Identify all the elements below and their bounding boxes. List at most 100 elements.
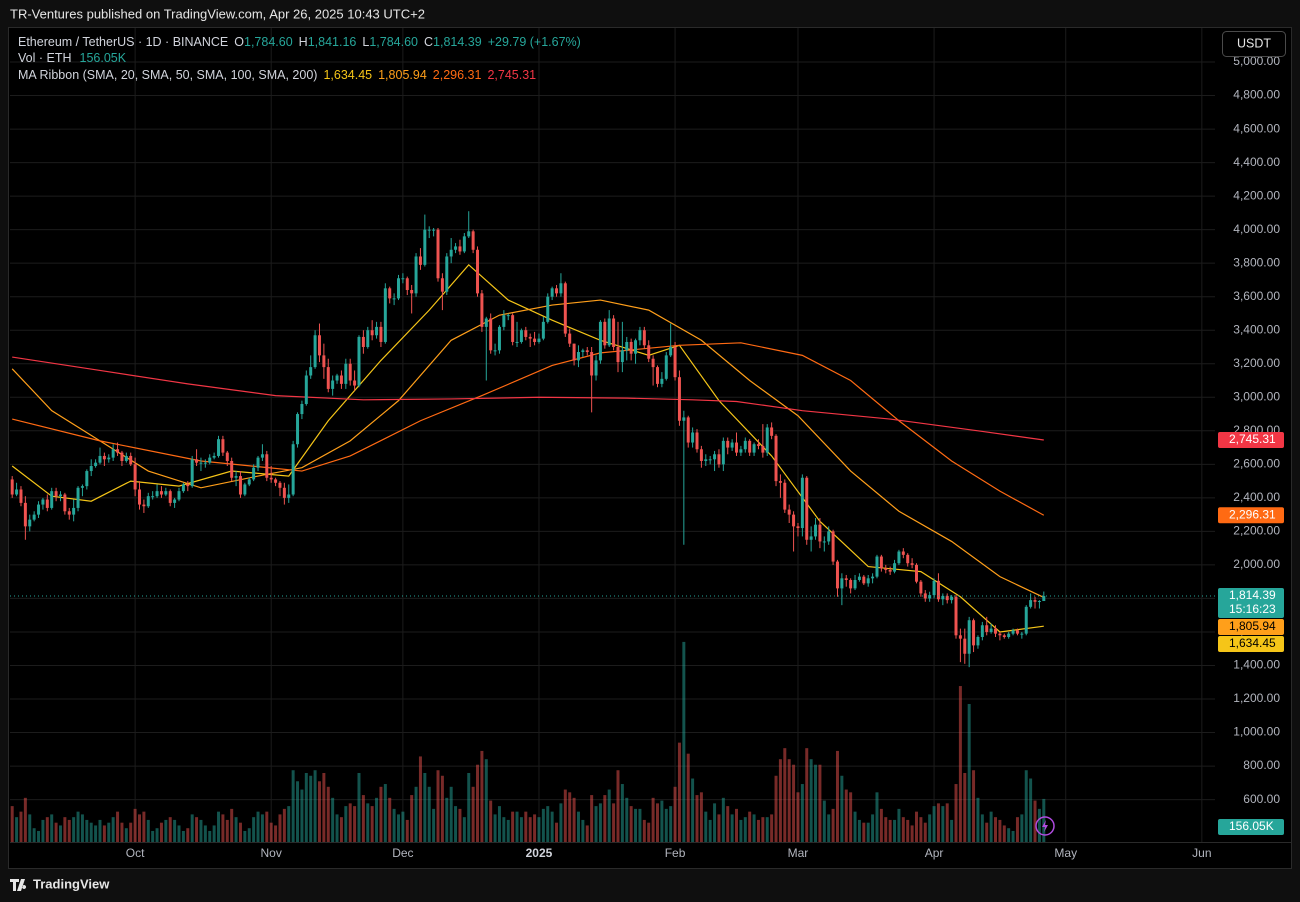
volume-bar — [919, 817, 923, 842]
volume-bar — [888, 819, 892, 842]
open-value: 1,784.60 — [244, 35, 293, 49]
candle-body — [221, 439, 225, 453]
event-bolt — [1042, 820, 1048, 832]
candle-body — [476, 249, 480, 294]
volume-bar — [151, 830, 155, 842]
candle-body — [770, 427, 774, 436]
candle-body — [550, 288, 554, 297]
volume-bar — [822, 800, 826, 842]
candle-body — [15, 489, 19, 495]
candle-body — [186, 484, 190, 487]
candle-body — [695, 432, 699, 450]
volume-bar — [300, 789, 304, 842]
candle-body — [620, 350, 624, 363]
volume-bar — [98, 819, 102, 842]
volume-bar — [866, 822, 870, 842]
candle-body — [673, 346, 677, 378]
volume-bar — [102, 825, 106, 842]
volume-bar — [629, 806, 633, 842]
candle-body — [1033, 600, 1037, 602]
volume-bar — [432, 808, 436, 842]
volume-bar — [462, 817, 466, 842]
volume-bar — [915, 811, 918, 842]
candle-body — [849, 579, 853, 589]
candle-body — [164, 491, 168, 495]
volume-bar — [221, 814, 225, 842]
volume-bar — [405, 819, 409, 842]
candle-body — [247, 479, 251, 485]
volume-bar — [427, 786, 431, 842]
ma-tag-label: 2,745.31 — [1229, 432, 1276, 446]
candle-body — [871, 576, 875, 579]
candle-body — [814, 524, 818, 537]
change: +29.79 (+1.67%) — [488, 35, 581, 49]
candle-body — [282, 487, 286, 498]
volume-bar — [484, 759, 488, 842]
candle-body — [322, 355, 326, 368]
volume-bar — [54, 822, 58, 842]
volume-bar — [835, 750, 839, 842]
currency-button[interactable] — [1222, 31, 1286, 57]
volume-bar — [449, 786, 453, 842]
volume-tag — [1218, 819, 1284, 835]
volume-bar — [1007, 828, 1011, 842]
candle-body — [629, 341, 633, 354]
volume-bar — [963, 773, 967, 842]
low-key: L — [362, 35, 369, 49]
candle-body — [418, 256, 422, 265]
volume-bar — [243, 830, 247, 842]
volume-bar — [923, 822, 927, 842]
volume-bar — [107, 822, 111, 842]
volume-bar — [664, 808, 668, 842]
candle-body — [677, 377, 681, 421]
candle-body — [410, 290, 414, 294]
candle-body — [397, 278, 400, 299]
candle-body — [928, 595, 932, 599]
candle-body — [972, 620, 976, 646]
candle-body — [138, 489, 141, 505]
candle-body — [1037, 601, 1041, 603]
volume-bar — [642, 819, 646, 842]
candle-body — [713, 454, 717, 460]
candle-body — [155, 491, 159, 497]
volume-bar — [287, 806, 291, 842]
candle-body — [647, 345, 651, 359]
volume-bar — [787, 759, 791, 842]
candle-body — [787, 509, 791, 515]
candle-body — [375, 326, 379, 336]
candle-body — [269, 477, 273, 480]
currency-label[interactable]: USDT — [1237, 36, 1271, 50]
volume-bar — [541, 808, 545, 842]
volume-bar — [467, 773, 471, 842]
candle-body — [897, 551, 901, 564]
volume-bar — [893, 819, 897, 842]
volume-bar — [10, 806, 14, 842]
candle-body — [10, 479, 14, 495]
candle-body — [739, 449, 743, 453]
volume-bar — [129, 822, 133, 842]
candle-body — [835, 561, 839, 589]
candle-body — [67, 511, 71, 515]
candle-body — [401, 278, 405, 280]
volume-bar — [708, 819, 712, 842]
volume-bar — [238, 822, 242, 842]
close-value: 1,814.39 — [433, 35, 482, 49]
volume-bar — [1029, 778, 1033, 842]
candle-body — [572, 343, 576, 361]
event-icon[interactable] — [1035, 816, 1055, 836]
candle-body — [489, 318, 493, 351]
candle-body — [612, 318, 616, 347]
candle-body — [133, 464, 137, 490]
volume-bar — [603, 795, 607, 842]
candle-body — [181, 484, 185, 492]
volume-bar — [37, 830, 41, 842]
candle-body — [607, 318, 611, 346]
candle-body — [533, 338, 537, 342]
volume-bar — [203, 825, 207, 842]
candle-body — [445, 256, 449, 292]
volume-bar — [682, 641, 686, 842]
volume-bar — [853, 811, 857, 842]
volume-bar — [375, 797, 379, 842]
candle-body — [541, 321, 545, 339]
candle-body — [146, 496, 150, 507]
